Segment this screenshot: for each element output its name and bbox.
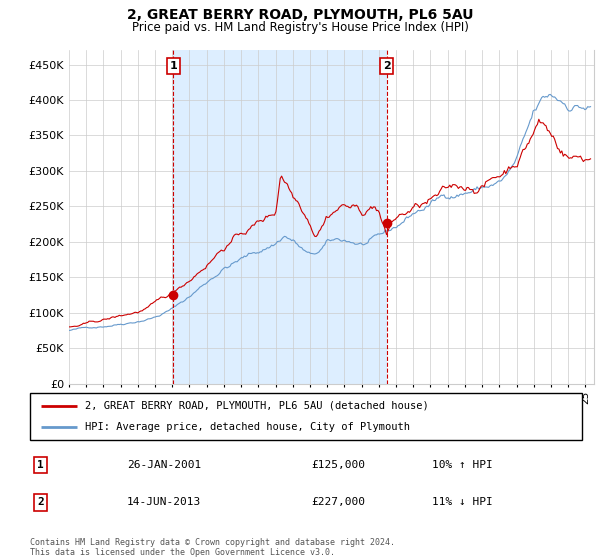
Text: 2: 2 (383, 61, 391, 71)
Text: 2, GREAT BERRY ROAD, PLYMOUTH, PL6 5AU (detached house): 2, GREAT BERRY ROAD, PLYMOUTH, PL6 5AU (… (85, 400, 429, 410)
Text: 10% ↑ HPI: 10% ↑ HPI (433, 460, 493, 470)
Text: 1: 1 (37, 460, 44, 470)
Text: 14-JUN-2013: 14-JUN-2013 (127, 497, 202, 507)
Bar (173, 50, 386, 384)
FancyBboxPatch shape (30, 393, 582, 440)
Text: 2: 2 (37, 497, 44, 507)
Text: Contains HM Land Registry data © Crown copyright and database right 2024.
This d: Contains HM Land Registry data © Crown c… (30, 538, 395, 557)
Text: 1: 1 (170, 61, 178, 71)
Text: 26-JAN-2001: 26-JAN-2001 (127, 460, 202, 470)
Text: Price paid vs. HM Land Registry's House Price Index (HPI): Price paid vs. HM Land Registry's House … (131, 21, 469, 34)
Text: 2, GREAT BERRY ROAD, PLYMOUTH, PL6 5AU: 2, GREAT BERRY ROAD, PLYMOUTH, PL6 5AU (127, 8, 473, 22)
Text: HPI: Average price, detached house, City of Plymouth: HPI: Average price, detached house, City… (85, 422, 410, 432)
Text: £125,000: £125,000 (311, 460, 365, 470)
Text: £227,000: £227,000 (311, 497, 365, 507)
Text: 11% ↓ HPI: 11% ↓ HPI (433, 497, 493, 507)
